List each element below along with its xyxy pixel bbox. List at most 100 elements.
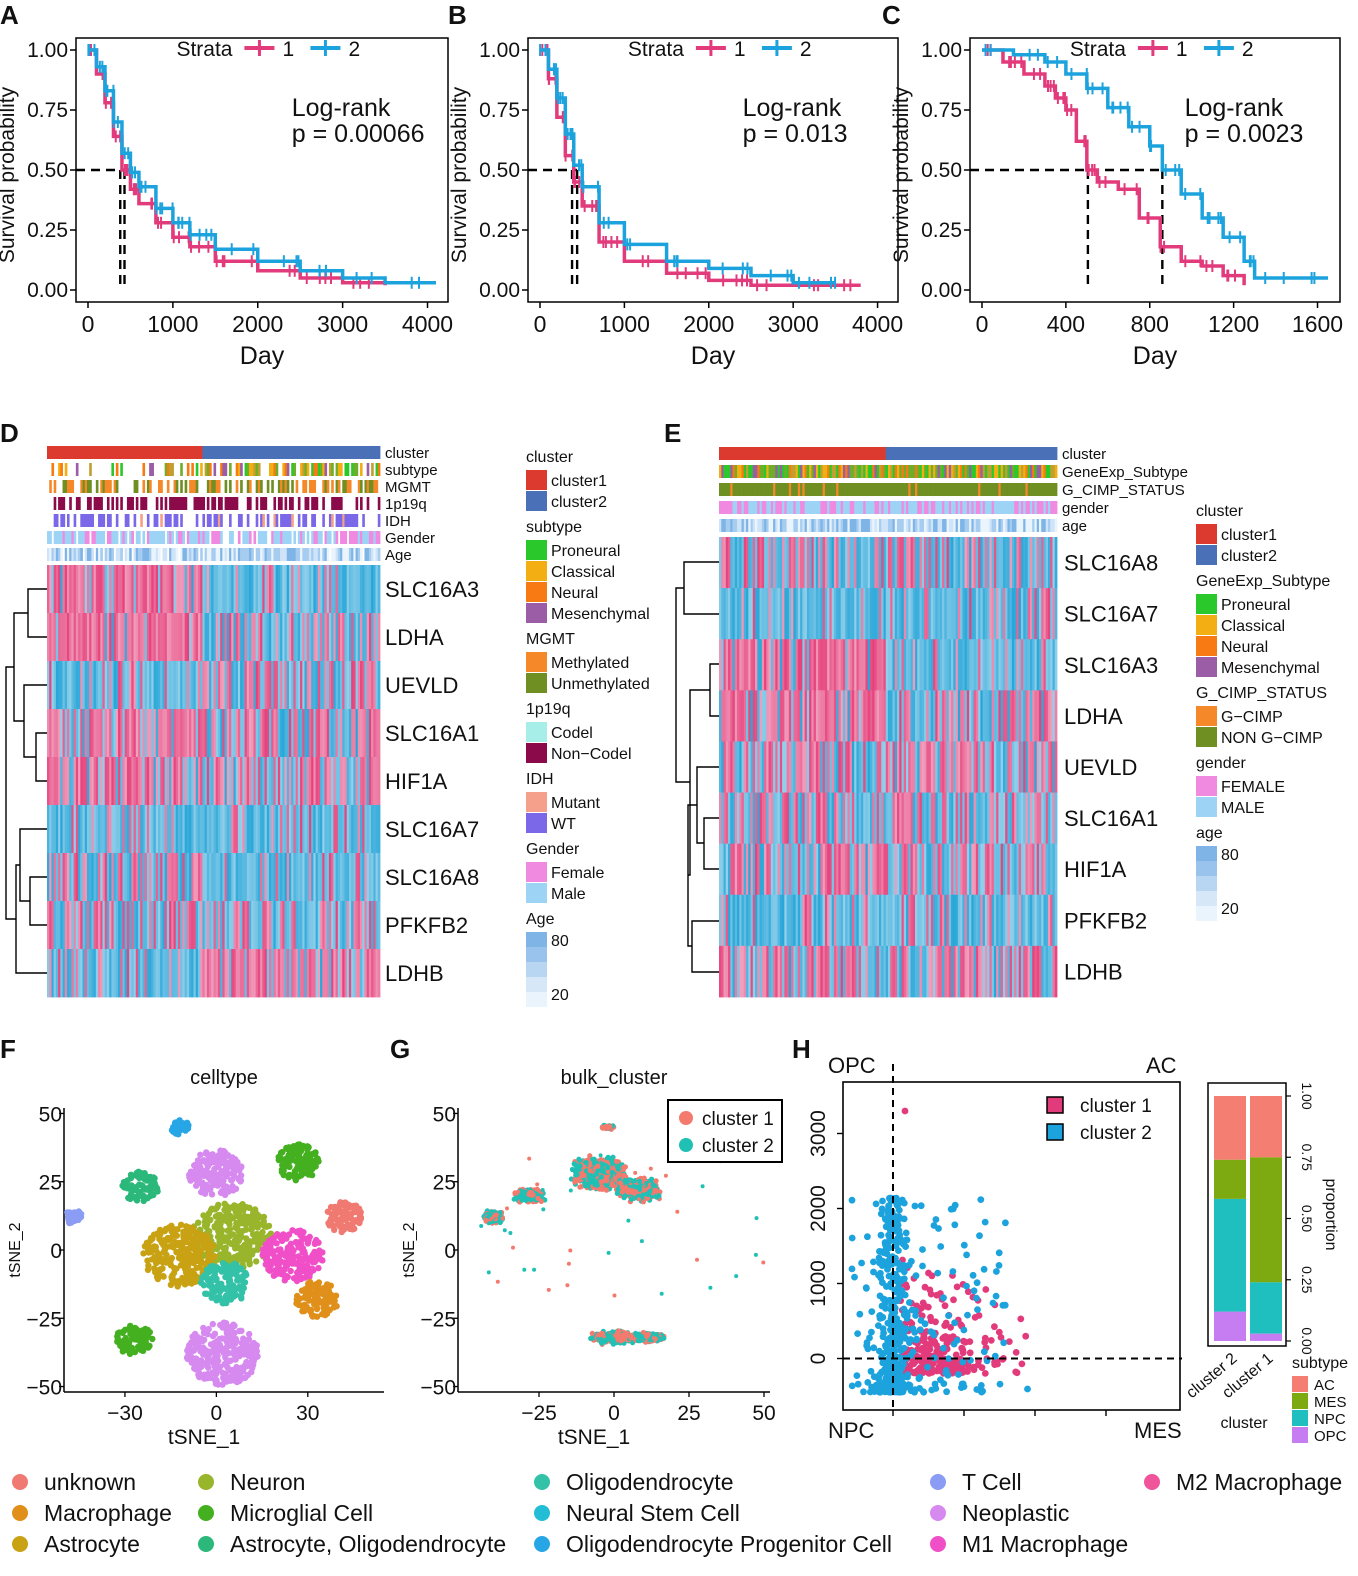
annotation-cell <box>915 501 918 514</box>
heat-cell <box>291 901 294 950</box>
heat-cell <box>748 894 751 947</box>
heat-cell <box>138 661 141 710</box>
heat-cell <box>191 949 194 998</box>
heat-cell <box>249 661 252 710</box>
annotation-cell <box>964 483 968 496</box>
annotation-cell <box>140 446 143 459</box>
annotation-cell <box>719 519 722 532</box>
heat-cell <box>982 690 986 742</box>
annotation-cell <box>766 501 769 514</box>
heat-cell <box>249 709 252 758</box>
heat-cell <box>124 613 128 662</box>
annotation-cell <box>335 531 339 544</box>
annotation-cell <box>235 497 239 510</box>
heat-cell <box>908 741 911 793</box>
heat-cell <box>750 741 754 793</box>
heat-cell <box>317 805 321 854</box>
heat-cell <box>286 613 290 662</box>
heat-cell <box>186 661 190 710</box>
heat-cell <box>229 613 232 662</box>
annotation-cell <box>249 480 252 493</box>
heat-cell <box>761 792 765 845</box>
annotation-cell <box>962 447 966 460</box>
annotation-cell <box>58 446 61 459</box>
annotation-cell <box>1054 501 1058 514</box>
annotation-cell <box>189 480 192 493</box>
heat-cell <box>82 661 86 710</box>
heat-cell <box>162 853 166 902</box>
annotation-cell <box>1014 483 1017 496</box>
heat-cell <box>1023 792 1026 845</box>
heat-cell <box>122 949 126 998</box>
heat-cell <box>182 901 186 950</box>
heat-cell <box>251 565 254 614</box>
annotation-cell <box>364 548 368 561</box>
heat-cell <box>308 613 312 662</box>
heat-cell <box>901 945 905 998</box>
heat-cell <box>993 945 997 998</box>
annotation-cell <box>912 447 916 460</box>
annotation-cell <box>1011 447 1015 460</box>
heat-cell <box>987 639 990 691</box>
heat-cell <box>860 843 864 896</box>
heat-cell <box>899 741 902 793</box>
annotation-cell <box>806 465 810 478</box>
heat-cell <box>797 588 801 640</box>
heat-cell <box>1000 588 1004 640</box>
heat-cell <box>901 690 905 742</box>
heat-cell <box>975 639 979 691</box>
annotation-cell <box>734 447 738 460</box>
heat-cell <box>881 945 884 998</box>
annotation-cell <box>721 519 724 532</box>
heat-cell <box>903 588 907 640</box>
heat-cell <box>750 690 754 742</box>
annotation-cell <box>978 519 981 532</box>
heat-cell <box>337 709 341 758</box>
heat-cell <box>118 565 121 614</box>
heat-cell <box>730 894 733 947</box>
heat-cell <box>1002 894 1006 947</box>
annotation-cell <box>809 465 812 478</box>
heat-cell <box>955 537 959 589</box>
heat-cell <box>262 949 265 998</box>
annotation-cell <box>730 447 733 460</box>
heat-cell <box>1020 537 1024 589</box>
annotation-cell <box>1002 447 1006 460</box>
heat-cell <box>269 853 272 902</box>
heat-cell <box>224 949 228 998</box>
heat-cell <box>47 853 50 902</box>
heat-cell <box>888 639 891 691</box>
heat-cell <box>244 901 248 950</box>
annotation-cell <box>362 446 365 459</box>
heat-cell <box>64 613 68 662</box>
heat-cell <box>158 901 161 950</box>
heat-cell <box>757 639 760 691</box>
annotation-cell <box>872 501 875 514</box>
heat-cell <box>140 757 143 806</box>
heat-cell <box>773 741 776 793</box>
heat-cell <box>746 537 749 589</box>
heat-cell <box>1050 945 1053 998</box>
heat-cell <box>845 639 848 691</box>
heat-cell <box>973 945 977 998</box>
heat-cell <box>169 565 172 614</box>
heat-cell <box>206 853 210 902</box>
heat-cell <box>260 661 263 710</box>
heat-cell <box>288 901 292 950</box>
heat-cell <box>1038 792 1042 845</box>
heat-cell <box>84 901 88 950</box>
annotation-cell <box>935 483 938 496</box>
annotation-cell <box>138 548 141 561</box>
annotation-cell <box>82 531 86 544</box>
annotation-cell <box>865 447 869 460</box>
x-tick-label: −30 <box>107 1402 143 1425</box>
annotation-cell <box>919 519 923 532</box>
heat-cell <box>115 757 119 806</box>
heat-cell <box>721 690 724 742</box>
annotation-cell <box>291 463 294 476</box>
heat-cell <box>755 690 758 742</box>
annotation-cell <box>939 519 943 532</box>
annotation-cell <box>269 446 272 459</box>
heat-cell <box>1023 741 1026 793</box>
heat-cell <box>220 949 223 998</box>
